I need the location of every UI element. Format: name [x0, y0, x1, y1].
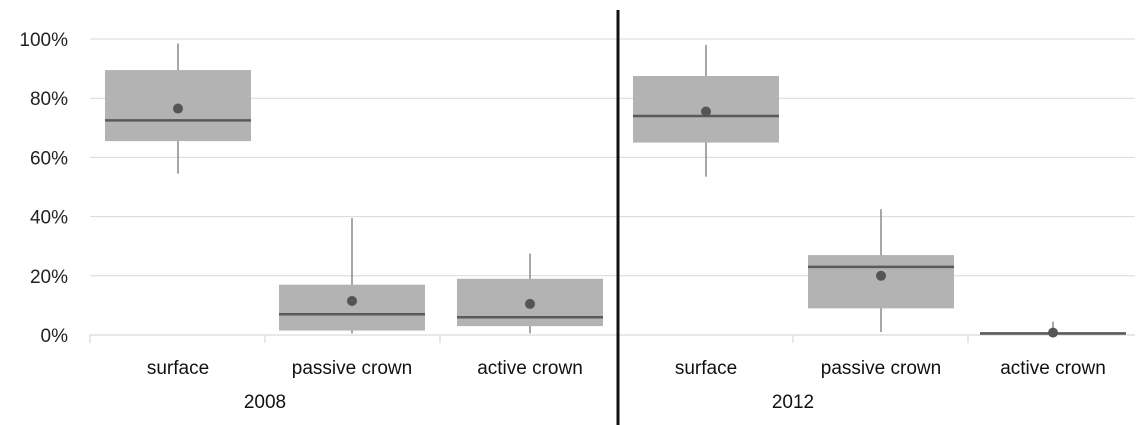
category-label: surface — [147, 358, 209, 379]
box-2008-active-crown — [457, 253, 603, 334]
boxes — [105, 43, 1126, 338]
box-2012-passive-crown — [808, 209, 954, 333]
box-2008-surface — [105, 43, 251, 174]
y-tick-label: 0% — [41, 326, 69, 347]
x-axis — [89, 334, 1135, 343]
category-label: passive crown — [821, 358, 941, 379]
y-tick-label: 100% — [19, 30, 68, 51]
mean-point — [173, 103, 183, 114]
mean-point — [876, 270, 886, 281]
box-2008-passive-crown — [279, 218, 425, 334]
group-labels: 2008 2012 — [244, 392, 814, 413]
iqr-box — [808, 255, 954, 309]
iqr-box — [279, 284, 425, 331]
gridlines — [90, 38, 1135, 277]
y-tick-label: 20% — [30, 267, 68, 288]
mean-point — [1048, 327, 1058, 338]
group-label: 2008 — [244, 392, 286, 413]
mean-point — [525, 298, 535, 309]
y-axis-tick-labels: 0% 20% 40% 60% 80% 100% — [19, 30, 68, 347]
mean-point — [347, 295, 357, 306]
box-2012-active-crown — [980, 321, 1126, 338]
y-tick-label: 60% — [30, 148, 68, 169]
mean-point — [701, 106, 711, 117]
category-label: active crown — [1000, 358, 1106, 379]
category-label: active crown — [477, 358, 583, 379]
y-tick-label: 80% — [30, 89, 68, 110]
category-labels: surface passive crown active crown surface p… — [147, 358, 1106, 379]
y-tick-label: 40% — [30, 208, 68, 229]
box-2012-surface — [633, 44, 779, 177]
category-label: surface — [675, 358, 737, 379]
category-label: passive crown — [292, 358, 412, 379]
group-label: 2012 — [772, 392, 814, 413]
